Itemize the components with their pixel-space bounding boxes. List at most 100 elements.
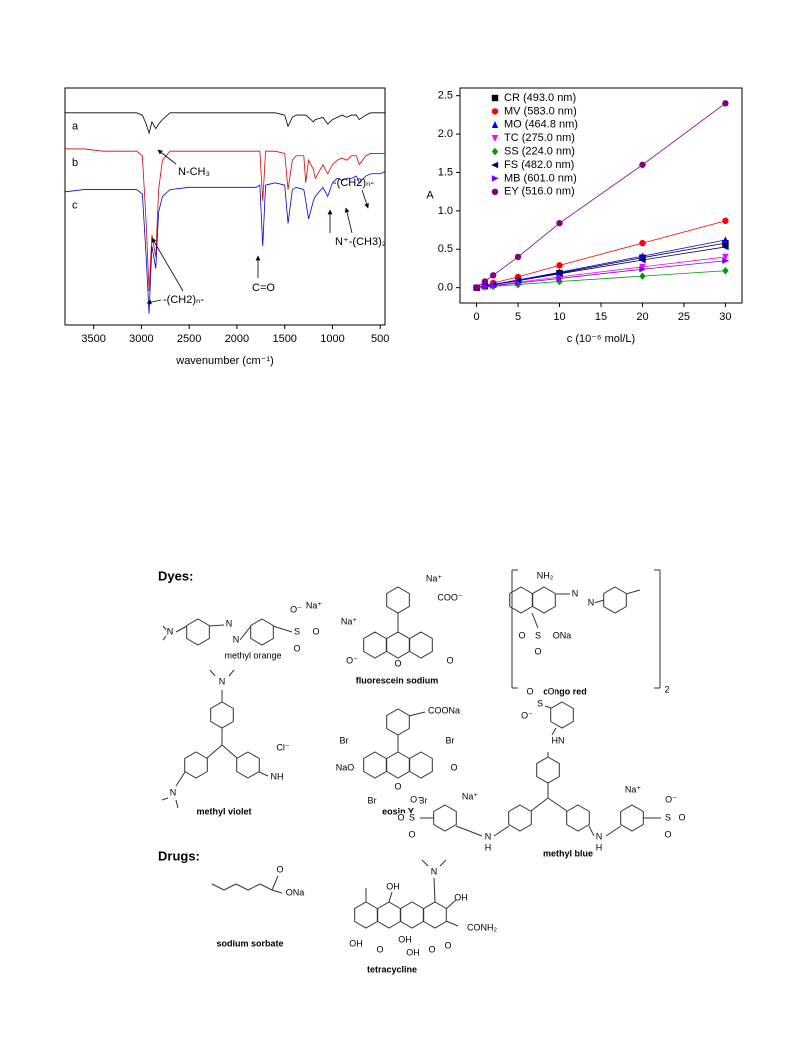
label-bg xyxy=(541,571,549,581)
atom-label: O xyxy=(526,686,533,696)
ring xyxy=(509,586,533,614)
compound-name: methyl orange xyxy=(224,650,281,660)
plot-frame xyxy=(459,87,743,304)
bond xyxy=(271,875,279,891)
label-bg xyxy=(629,785,637,795)
bond xyxy=(175,625,188,633)
x-tick-label: 2000 xyxy=(225,333,249,345)
atom-label: O⁻ xyxy=(290,604,302,614)
atom-label: N xyxy=(572,588,579,598)
atom-label: ONa xyxy=(553,630,572,640)
ring xyxy=(386,751,410,779)
bond xyxy=(271,889,283,894)
point xyxy=(556,262,563,269)
bond xyxy=(547,797,568,812)
label-bg xyxy=(446,593,454,603)
bond xyxy=(388,891,393,903)
ring xyxy=(532,586,556,614)
compound-name: tetracycline xyxy=(367,964,417,974)
atom-label: OH xyxy=(406,947,420,957)
point xyxy=(639,272,646,280)
atom-label: N xyxy=(226,618,233,628)
label-bg xyxy=(291,888,299,898)
label-bg xyxy=(446,656,454,666)
atom-label: OH xyxy=(386,881,400,891)
fit-line xyxy=(476,256,726,289)
label-bg xyxy=(430,574,438,584)
y-tick-label: 2.5 xyxy=(438,90,453,102)
heading: Drugs: xyxy=(158,848,200,863)
spectrum xyxy=(65,112,385,135)
atom-label: O xyxy=(394,781,401,791)
x-tick-label: 20 xyxy=(636,311,648,323)
x-tick-label: 30 xyxy=(719,311,731,323)
ring xyxy=(566,804,590,832)
ring xyxy=(603,586,627,614)
point xyxy=(556,219,563,227)
ring xyxy=(409,631,433,659)
label-bg xyxy=(389,882,397,892)
x-tick-label: 1500 xyxy=(272,333,296,345)
label-bg xyxy=(478,923,486,933)
label-bg xyxy=(169,788,177,798)
atom-label: N xyxy=(431,866,438,876)
legend-label: MB (601.0 nm) xyxy=(504,172,577,184)
label-bg xyxy=(428,945,436,955)
ring xyxy=(536,756,560,784)
label-bg xyxy=(412,795,420,805)
bond xyxy=(247,883,261,891)
bond xyxy=(625,589,641,595)
x-tick-label: 3500 xyxy=(81,333,105,345)
spectrum xyxy=(65,148,385,292)
compound-name: sodium sorbate xyxy=(216,938,283,948)
label-bg xyxy=(394,659,402,669)
atom-label: O xyxy=(547,686,554,696)
annotation: N⁺-(CH3)₂ xyxy=(335,236,386,248)
compound-name: methyl blue xyxy=(543,848,593,858)
atom-label: N xyxy=(596,831,603,841)
ring xyxy=(186,618,210,646)
label-bg xyxy=(292,605,300,615)
legend-marker xyxy=(491,147,499,156)
label-bg xyxy=(397,813,405,823)
label-bg xyxy=(345,617,353,627)
annotation: -(CH2)ₙ- xyxy=(163,294,204,306)
label-bg xyxy=(446,736,454,746)
bond xyxy=(161,797,169,801)
atom-label: O xyxy=(397,812,404,822)
bond xyxy=(605,825,622,837)
atom-label: O xyxy=(276,864,283,874)
legend-label: EY (516.0 nm) xyxy=(504,186,575,198)
label-bg xyxy=(401,935,409,945)
bond xyxy=(211,883,225,891)
atom-label: S xyxy=(665,812,671,822)
annotation: N-CH₃ xyxy=(178,166,210,178)
atom-label: ONa xyxy=(286,887,305,897)
label-bg xyxy=(376,945,384,955)
atom-label: N xyxy=(485,831,492,841)
atom-label: Br xyxy=(419,795,428,805)
atom-label: COO⁻ xyxy=(437,592,463,602)
atom-label: N xyxy=(219,676,226,686)
compound-name: methyl violet xyxy=(196,806,251,816)
atom-label: N xyxy=(170,787,177,797)
bond xyxy=(530,797,549,812)
label-bg xyxy=(571,589,579,599)
x-axis-label: wavenumber (cm⁻¹) xyxy=(175,355,274,367)
bond xyxy=(175,771,186,787)
label-bg xyxy=(664,830,672,840)
point xyxy=(481,278,489,285)
label-bg xyxy=(523,711,531,721)
atom-label: OH xyxy=(454,892,468,902)
atom-label: Na⁺ xyxy=(462,791,479,801)
point xyxy=(481,283,489,290)
plot-frame xyxy=(64,87,386,326)
y-axis-label: A xyxy=(426,189,434,201)
spectrum xyxy=(64,171,386,314)
legend-marker xyxy=(491,108,499,115)
bond xyxy=(531,612,539,629)
compound-name: congo red xyxy=(543,686,587,696)
x-tick-label: 5 xyxy=(515,311,521,323)
y-tick-label: 0.5 xyxy=(438,243,453,255)
annotation-arrow xyxy=(361,189,369,209)
